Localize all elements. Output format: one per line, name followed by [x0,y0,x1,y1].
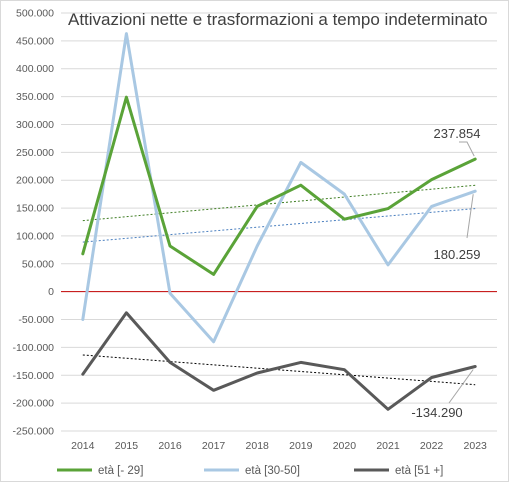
series-lines [81,32,477,411]
y-tick-label: 200.000 [16,175,54,187]
y-tick-label: 400.000 [16,63,54,75]
x-tick-label: 2019 [289,440,313,452]
legend-label: età [- 29] [98,465,143,477]
x-tick-label: 2022 [420,440,444,452]
y-tick-label: 350.000 [16,91,54,103]
y-tick-label: 500.000 [16,8,54,20]
chart-title: Attivazioni nette e trasformazioni a tem… [68,10,488,29]
legend-label: età [30-50] [245,465,300,477]
x-axis-ticks: 2014 2015 2016 2017 2018 2019 2020 2021 2022 2023 [71,440,487,452]
series-line [81,95,477,276]
y-tick-label: -250.000 [13,426,55,438]
legend-label: età [51 +] [395,465,443,477]
y-tick-label: -200.000 [13,398,55,410]
label-leader-line [448,369,474,404]
trendline [82,208,476,243]
y-tick-label: -50.000 [18,314,54,326]
label-leaders [448,141,475,404]
x-tick-label: 2020 [333,440,357,452]
label-leader-line [466,194,474,239]
x-tick-label: 2015 [115,440,139,452]
y-tick-label: 50.000 [22,258,54,270]
y-tick-label: 150.000 [16,203,54,215]
y-tick-label: 300.000 [16,119,54,131]
x-tick-label: 2017 [202,440,226,452]
x-tick-label: 2021 [376,440,400,452]
y-tick-label: -150.000 [13,370,55,382]
series-line [81,32,477,344]
y-tick-label: 250.000 [16,147,54,159]
legend: età [- 29] età [30-50] età [51 +] [57,465,443,477]
data-labels: 237.854 180.259 -134.290 [411,126,480,420]
data-label: 237.854 [434,126,481,141]
y-tick-label: 0 [48,286,54,298]
x-tick-label: 2014 [71,440,95,452]
series-line [81,311,477,411]
data-label: -134.290 [411,405,462,420]
y-tick-label: 450.000 [16,35,54,47]
trendlines [82,184,476,386]
trendline [82,354,476,386]
y-axis-ticks: -250.000 -200.000 -150.000 -100.000 -50.000 0… [13,8,55,438]
y-tick-label: -100.000 [13,342,55,354]
y-tick-label: 100.000 [16,230,54,242]
x-tick-label: 2023 [464,440,488,452]
x-tick-label: 2018 [246,440,270,452]
data-label: 180.259 [434,247,481,262]
x-tick-label: 2016 [158,440,182,452]
label-leader-line [459,141,475,157]
